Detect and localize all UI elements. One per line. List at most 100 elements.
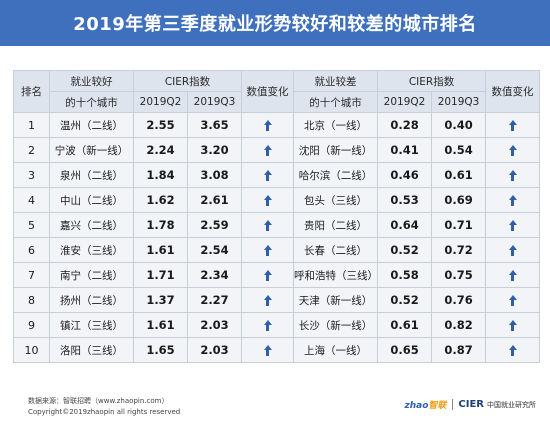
page-title: 2019年第三季度就业形势较好和较差的城市排名 — [73, 14, 477, 35]
up-arrow-icon — [508, 145, 517, 156]
footer-logos: zhao智联 CIER 中国就业研究所 — [404, 398, 536, 411]
header-rank: 排名 — [13, 70, 50, 113]
up-arrow-icon — [508, 345, 517, 356]
good-q2-cell: 1.78 — [133, 212, 188, 238]
up-arrow-icon — [263, 195, 272, 206]
rank-cell: 4 — [13, 187, 50, 213]
footer-source: 数据来源：智联招聘（www.zhaopin.com） — [28, 397, 169, 405]
bad-city-cell: 长春（二线） — [293, 237, 379, 263]
good-change-cell — [241, 187, 295, 213]
table-row: 2 宁波（新一线） 2.24 3.20 沈阳（新一线） 0.41 0.54 — [13, 137, 541, 163]
bad-city-cell: 北京（一线） — [293, 112, 379, 138]
table-row: 8 扬州（二线） 1.37 2.27 天津（新一线） 0.52 0.76 — [13, 287, 541, 313]
table-row: 6 淮安（三线） 1.61 2.54 长春（二线） 0.52 0.72 — [13, 237, 541, 263]
up-arrow-icon — [263, 120, 272, 131]
rank-cell: 7 — [13, 262, 50, 288]
up-arrow-icon — [508, 320, 517, 331]
header-good-change: 数值变化 — [241, 70, 295, 113]
bad-city-cell: 长沙（新一线） — [293, 312, 379, 338]
bad-city-cell: 呼和浩特（三线） — [293, 262, 379, 288]
bad-q2-cell: 0.28 — [377, 112, 433, 138]
good-city-cell: 镇江（三线） — [49, 312, 134, 338]
title-bar: 2019年第三季度就业形势较好和较差的城市排名 — [0, 0, 550, 46]
up-arrow-icon — [508, 295, 517, 306]
table-row: 9 镇江（三线） 1.61 2.03 长沙（新一线） 0.61 0.82 — [13, 312, 541, 338]
good-city-cell: 温州（二线） — [49, 112, 134, 138]
good-q3-cell: 2.61 — [186, 187, 243, 213]
bad-change-cell — [485, 187, 541, 213]
zhaopin-logo-b: 智联 — [428, 401, 447, 411]
good-city-cell: 扬州（二线） — [49, 287, 134, 313]
up-arrow-icon — [508, 195, 517, 206]
bad-change-cell — [485, 237, 541, 263]
good-change-cell — [241, 112, 295, 138]
up-arrow-icon — [263, 220, 272, 231]
table-row: 7 南宁（二线） 1.71 2.34 呼和浩特（三线） 0.58 0.75 — [13, 262, 541, 288]
bad-city-cell: 贵阳（二线） — [293, 212, 379, 238]
bad-q3-cell: 0.82 — [431, 312, 487, 338]
header-bad-cier-index: CIER指数 — [377, 70, 487, 92]
bad-city-cell: 包头（三线） — [293, 187, 379, 213]
bad-q3-cell: 0.69 — [431, 187, 487, 213]
bad-q2-cell: 0.61 — [377, 312, 433, 338]
bad-change-cell — [485, 312, 541, 338]
bad-q3-cell: 0.87 — [431, 337, 487, 363]
bad-q2-cell: 0.41 — [377, 137, 433, 163]
up-arrow-icon — [263, 245, 272, 256]
table-row: 5 嘉兴（二线） 1.78 2.59 贵阳（二线） 0.64 0.71 — [13, 212, 541, 238]
good-city-cell: 洛阳（三线） — [49, 337, 134, 363]
good-q3-cell: 3.08 — [186, 162, 243, 188]
good-change-cell — [241, 237, 295, 263]
header-good-cities-line1: 就业较好 — [49, 70, 134, 92]
good-q2-cell: 1.37 — [133, 287, 188, 313]
cier-logo: CIER 中国就业研究所 — [452, 399, 536, 410]
ranking-table: 排名 就业较好 CIER指数 数值变化 就业较差 CIER指数 数值变化 的十个… — [13, 70, 541, 363]
header-bad-q2: 2019Q2 — [377, 91, 433, 113]
good-q2-cell: 1.62 — [133, 187, 188, 213]
good-q3-cell: 3.65 — [186, 112, 243, 138]
good-q3-cell: 2.34 — [186, 262, 243, 288]
footer-copyright: Copyright©2019zhaopin all rights reserve… — [28, 408, 181, 416]
good-city-cell: 淮安（三线） — [49, 237, 134, 263]
rank-cell: 2 — [13, 137, 50, 163]
up-arrow-icon — [263, 270, 272, 281]
bad-q2-cell: 0.52 — [377, 237, 433, 263]
header-bad-change: 数值变化 — [485, 70, 541, 113]
rank-cell: 8 — [13, 287, 50, 313]
good-city-cell: 南宁（二线） — [49, 262, 134, 288]
up-arrow-icon — [263, 295, 272, 306]
zhaopin-logo: zhao智联 — [404, 398, 446, 411]
up-arrow-icon — [263, 145, 272, 156]
bad-q2-cell: 0.53 — [377, 187, 433, 213]
good-q2-cell: 1.71 — [133, 262, 188, 288]
up-arrow-icon — [263, 345, 272, 356]
bad-change-cell — [485, 112, 541, 138]
bad-q3-cell: 0.76 — [431, 287, 487, 313]
bad-q2-cell: 0.46 — [377, 162, 433, 188]
good-change-cell — [241, 212, 295, 238]
up-arrow-icon — [263, 320, 272, 331]
good-q3-cell: 2.27 — [186, 287, 243, 313]
bad-q2-cell: 0.58 — [377, 262, 433, 288]
good-q2-cell: 2.24 — [133, 137, 188, 163]
bad-city-cell: 天津（新一线） — [293, 287, 379, 313]
ranking-table-wrap: 排名 就业较好 CIER指数 数值变化 就业较差 CIER指数 数值变化 的十个… — [13, 70, 541, 363]
rank-cell: 1 — [13, 112, 50, 138]
footer: 数据来源：智联招聘（www.zhaopin.com） Copyright©201… — [28, 396, 180, 418]
bad-q3-cell: 0.71 — [431, 212, 487, 238]
good-change-cell — [241, 287, 295, 313]
bad-q3-cell: 0.40 — [431, 112, 487, 138]
bad-change-cell — [485, 262, 541, 288]
bad-q3-cell: 0.61 — [431, 162, 487, 188]
good-city-cell: 嘉兴（二线） — [49, 212, 134, 238]
good-change-cell — [241, 262, 295, 288]
bad-q3-cell: 0.54 — [431, 137, 487, 163]
up-arrow-icon — [508, 220, 517, 231]
good-q3-cell: 2.03 — [186, 312, 243, 338]
up-arrow-icon — [508, 245, 517, 256]
header-good-q3: 2019Q3 — [186, 91, 243, 113]
header-bad-q3: 2019Q3 — [431, 91, 487, 113]
header-good-q2: 2019Q2 — [133, 91, 188, 113]
good-city-cell: 泉州（二线） — [49, 162, 134, 188]
rank-cell: 3 — [13, 162, 50, 188]
